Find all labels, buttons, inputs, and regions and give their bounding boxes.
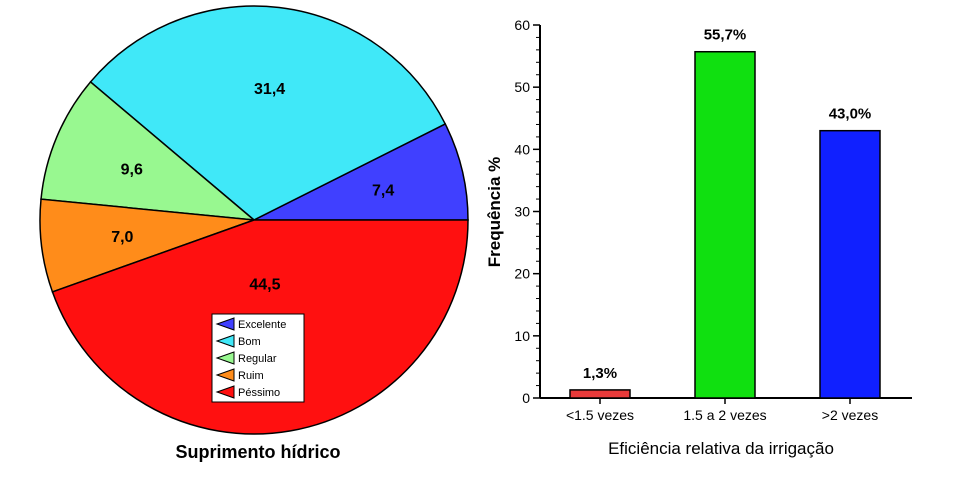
legend-swatch — [215, 317, 235, 331]
bar — [819, 129, 881, 399]
x-tick-label: 1.5 a 2 vezes — [683, 407, 766, 423]
legend-label: Ruim — [238, 370, 264, 382]
legend-label: Bom — [238, 336, 261, 348]
x-axis-tick-labels: <1.5 vezes 1.5 a 2 vezes >2 vezes — [566, 398, 878, 423]
y-tick-label: 0 — [522, 390, 530, 406]
pie-slice-value-label: 44,5 — [249, 276, 280, 293]
pie-chart: 7,4 31,4 9,6 7,0 44,5 Excelente Bom Regular Rui… — [39, 5, 469, 462]
bar-data-label: 43,0% — [829, 106, 872, 123]
y-axis-ticks: 0 10 20 30 40 50 60 — [514, 17, 540, 406]
bar-data-labels: 1,3% 55,7% 43,0% — [583, 27, 871, 382]
y-tick-label: 30 — [514, 204, 530, 220]
bar — [569, 389, 631, 399]
legend-label: Excelente — [238, 319, 286, 331]
legend-swatch — [215, 351, 235, 365]
legend-swatch — [215, 368, 235, 382]
y-tick-label: 40 — [514, 141, 530, 157]
bar — [694, 50, 756, 399]
pie-slice-value-label: 9,6 — [121, 161, 143, 178]
pie-slice-value-label: 7,4 — [372, 182, 394, 199]
y-tick-label: 20 — [514, 266, 530, 282]
x-tick-label: <1.5 vezes — [566, 407, 634, 423]
y-tick-label: 10 — [514, 328, 530, 344]
legend-swatch — [215, 334, 235, 348]
y-tick-label: 50 — [514, 79, 530, 95]
y-tick-label: 60 — [514, 17, 530, 33]
x-axis-label: Eficiência relativa da irrigação — [608, 439, 834, 458]
x-tick-label: >2 vezes — [822, 407, 878, 423]
pie-slice-excelente — [253, 122, 469, 221]
legend-swatch — [215, 385, 235, 399]
pie-legend: Excelente Bom Regular Ruim Péssimo — [211, 313, 305, 403]
pie-slice-regular — [40, 80, 257, 221]
legend-label: Regular — [238, 353, 277, 365]
pie-slice-value-label: 31,4 — [254, 81, 285, 98]
bars — [569, 50, 881, 399]
pie-slice-bom — [89, 5, 447, 221]
bar-data-label: 1,3% — [583, 365, 617, 382]
y-axis-label: Frequência % — [485, 157, 504, 268]
legend-label: Péssimo — [238, 387, 280, 399]
bar-data-label: 55,7% — [704, 27, 747, 44]
pie-slice-labels: 7,4 31,4 9,6 7,0 44,5 — [111, 81, 394, 293]
pie-title: Suprimento hídrico — [175, 442, 340, 462]
pie-slice-value-label: 7,0 — [111, 229, 133, 246]
bar-chart: 0 10 20 30 40 50 60 1,3% 55,7% 43,0% <1.5 vezes 1… — [485, 17, 912, 458]
